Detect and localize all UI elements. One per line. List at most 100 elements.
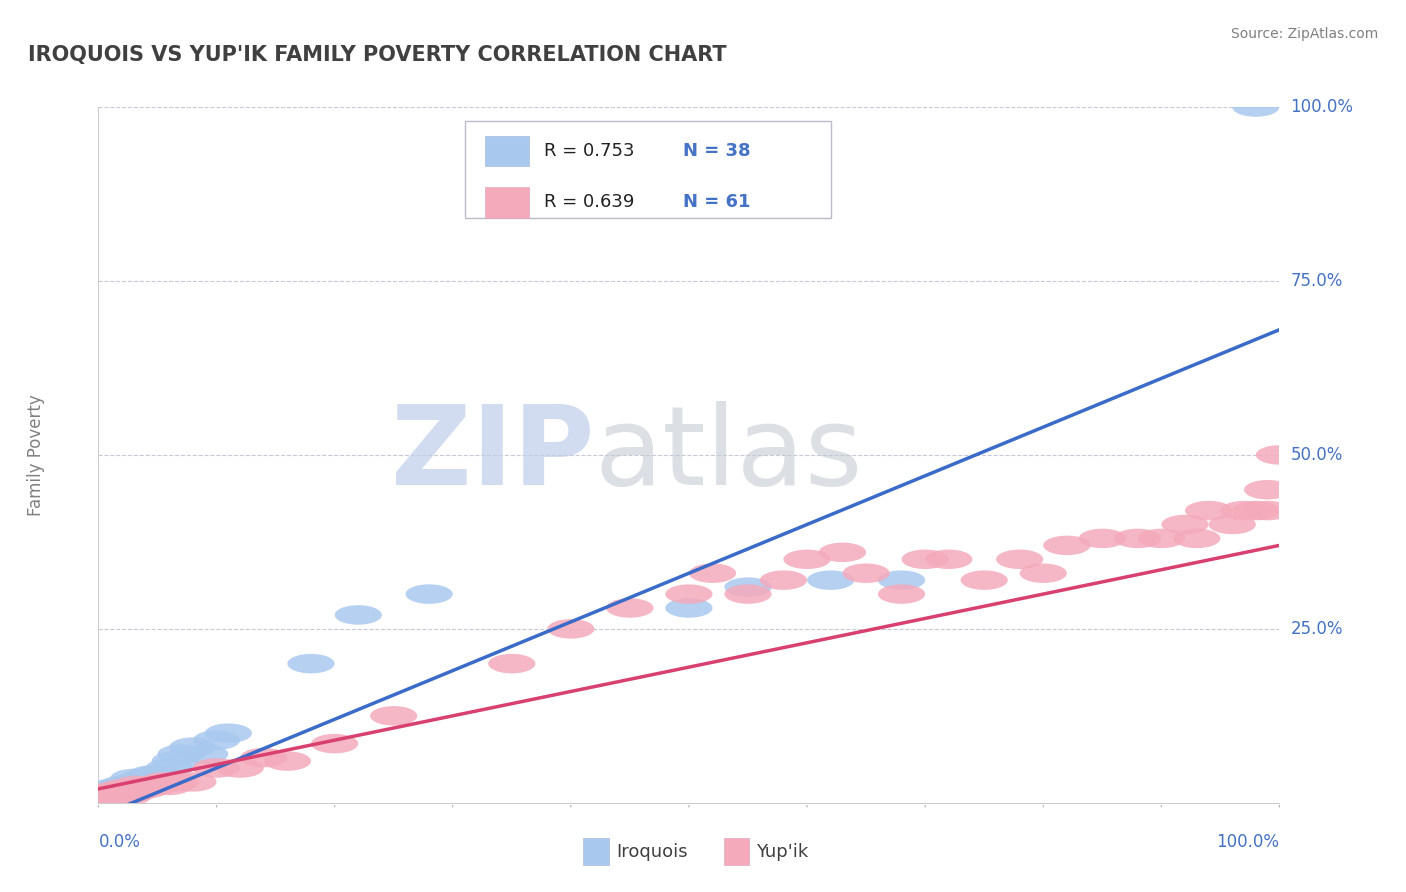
Ellipse shape: [94, 779, 141, 798]
Ellipse shape: [97, 786, 145, 805]
Ellipse shape: [87, 789, 134, 809]
Ellipse shape: [1114, 529, 1161, 549]
Ellipse shape: [83, 786, 131, 805]
Ellipse shape: [818, 542, 866, 562]
Text: R = 0.639: R = 0.639: [544, 194, 634, 211]
Ellipse shape: [665, 584, 713, 604]
Ellipse shape: [101, 779, 148, 798]
Ellipse shape: [193, 731, 240, 750]
Ellipse shape: [995, 549, 1043, 569]
Ellipse shape: [1256, 445, 1303, 465]
Ellipse shape: [1137, 529, 1185, 549]
Ellipse shape: [240, 747, 287, 767]
Ellipse shape: [80, 789, 128, 809]
Text: atlas: atlas: [595, 401, 863, 508]
Ellipse shape: [89, 789, 136, 809]
Ellipse shape: [128, 776, 176, 795]
Ellipse shape: [1244, 500, 1291, 520]
Ellipse shape: [96, 782, 143, 802]
Ellipse shape: [117, 779, 163, 798]
Ellipse shape: [152, 772, 198, 792]
Ellipse shape: [665, 599, 713, 618]
Ellipse shape: [960, 570, 1008, 590]
Ellipse shape: [169, 738, 217, 757]
Ellipse shape: [1078, 529, 1126, 549]
Ellipse shape: [134, 765, 181, 785]
Ellipse shape: [107, 779, 153, 798]
Ellipse shape: [1232, 97, 1279, 117]
Ellipse shape: [110, 769, 157, 789]
Ellipse shape: [901, 549, 949, 569]
Ellipse shape: [110, 782, 157, 802]
Ellipse shape: [112, 776, 160, 795]
Ellipse shape: [112, 772, 160, 792]
Text: 50.0%: 50.0%: [1291, 446, 1343, 464]
Ellipse shape: [93, 786, 139, 805]
Ellipse shape: [287, 654, 335, 673]
Ellipse shape: [157, 744, 205, 764]
Ellipse shape: [98, 782, 146, 802]
Ellipse shape: [1244, 480, 1291, 500]
Ellipse shape: [104, 779, 152, 798]
Ellipse shape: [120, 772, 167, 792]
FancyBboxPatch shape: [485, 187, 530, 218]
Ellipse shape: [1173, 529, 1220, 549]
Ellipse shape: [181, 744, 228, 764]
Ellipse shape: [724, 577, 772, 597]
Ellipse shape: [311, 734, 359, 754]
Ellipse shape: [783, 549, 831, 569]
Ellipse shape: [877, 570, 925, 590]
Ellipse shape: [370, 706, 418, 725]
Ellipse shape: [842, 564, 890, 583]
Ellipse shape: [128, 765, 176, 785]
Text: N = 38: N = 38: [683, 142, 751, 160]
Ellipse shape: [87, 786, 134, 805]
Ellipse shape: [90, 782, 138, 802]
Ellipse shape: [193, 758, 240, 778]
Ellipse shape: [139, 772, 187, 792]
Ellipse shape: [98, 779, 146, 798]
Ellipse shape: [547, 619, 595, 639]
Ellipse shape: [1209, 515, 1256, 534]
Ellipse shape: [110, 779, 157, 798]
Text: Iroquois: Iroquois: [616, 843, 688, 861]
Ellipse shape: [89, 789, 136, 809]
Ellipse shape: [122, 769, 169, 789]
Ellipse shape: [101, 782, 148, 802]
Ellipse shape: [93, 786, 139, 805]
Ellipse shape: [87, 779, 134, 798]
Text: N = 61: N = 61: [683, 194, 751, 211]
Ellipse shape: [146, 758, 193, 778]
Ellipse shape: [169, 772, 217, 792]
Ellipse shape: [84, 789, 132, 809]
Ellipse shape: [134, 776, 181, 795]
Text: 100.0%: 100.0%: [1291, 98, 1354, 116]
Ellipse shape: [1220, 500, 1268, 520]
Ellipse shape: [117, 776, 163, 795]
Ellipse shape: [925, 549, 973, 569]
Ellipse shape: [724, 584, 772, 604]
Ellipse shape: [122, 779, 169, 798]
Ellipse shape: [264, 751, 311, 771]
Ellipse shape: [104, 786, 152, 805]
Ellipse shape: [83, 786, 131, 805]
Ellipse shape: [1043, 535, 1091, 555]
Text: R = 0.753: R = 0.753: [544, 142, 634, 160]
Ellipse shape: [217, 758, 264, 778]
Ellipse shape: [86, 782, 132, 802]
Ellipse shape: [1019, 564, 1067, 583]
Ellipse shape: [606, 599, 654, 618]
Ellipse shape: [80, 789, 128, 809]
Ellipse shape: [205, 723, 252, 743]
Text: ZIP: ZIP: [391, 401, 595, 508]
Ellipse shape: [87, 786, 135, 805]
Text: 100.0%: 100.0%: [1216, 833, 1279, 851]
Ellipse shape: [94, 789, 141, 809]
Ellipse shape: [488, 654, 536, 673]
Ellipse shape: [98, 776, 146, 795]
Ellipse shape: [689, 564, 737, 583]
Ellipse shape: [877, 584, 925, 604]
Ellipse shape: [1232, 500, 1279, 520]
Text: 0.0%: 0.0%: [98, 833, 141, 851]
Text: 75.0%: 75.0%: [1291, 272, 1343, 290]
